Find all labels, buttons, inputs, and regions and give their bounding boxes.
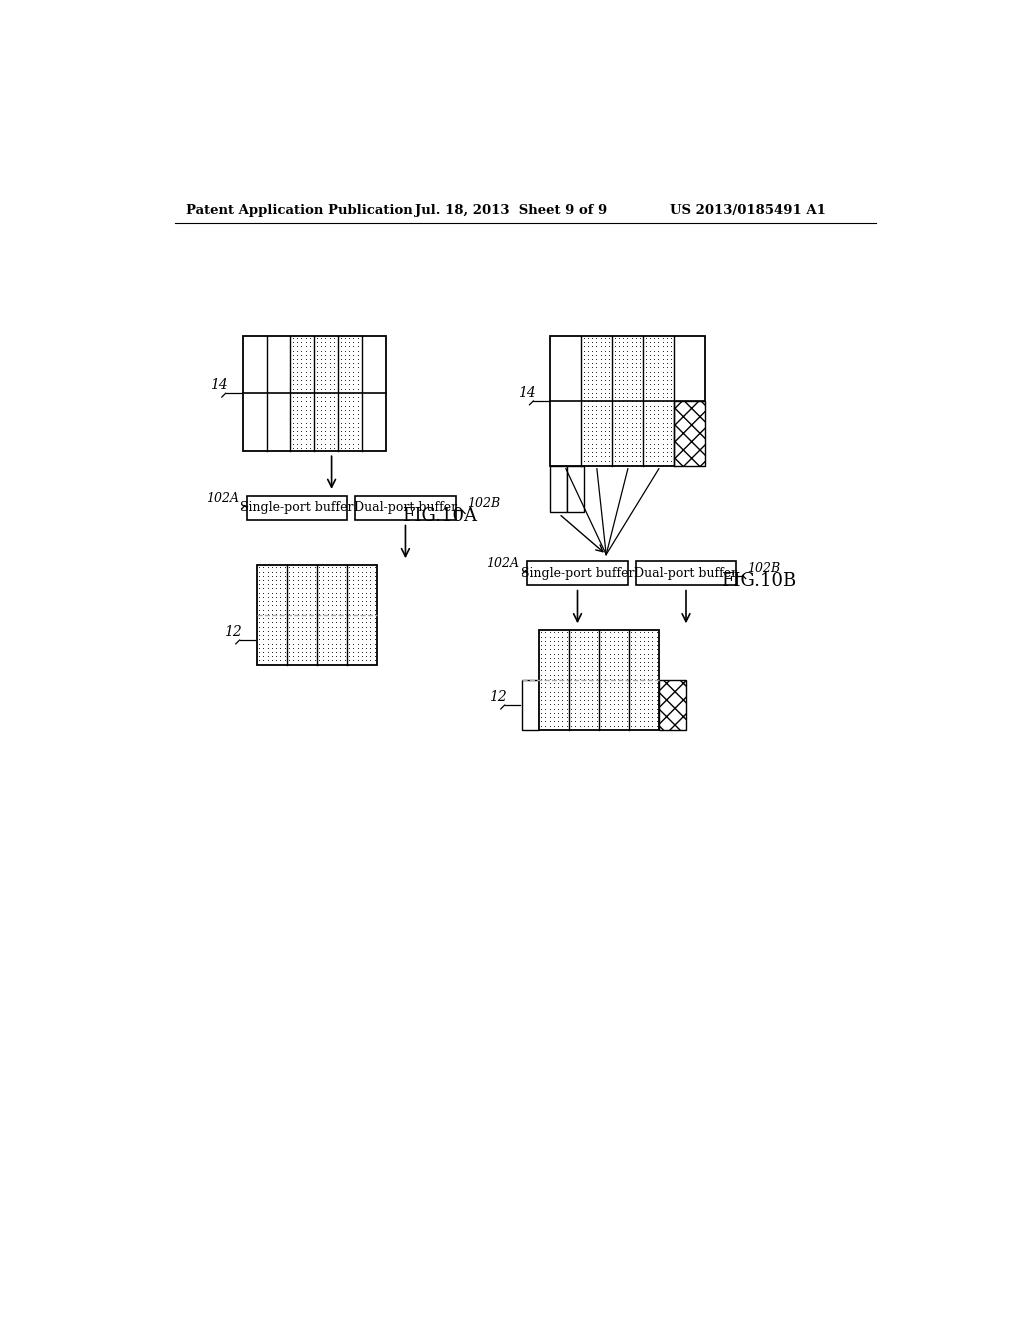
Text: US 2013/0185491 A1: US 2013/0185491 A1 (671, 205, 826, 218)
Text: 102B: 102B (748, 562, 780, 574)
Bar (527, 561, 628, 585)
Bar (675, 401, 706, 466)
Bar (550, 466, 567, 512)
Bar (550, 335, 706, 466)
Text: 12: 12 (489, 690, 507, 705)
Text: 102A: 102A (206, 492, 239, 504)
Text: 14: 14 (518, 387, 536, 400)
Text: Jul. 18, 2013  Sheet 9 of 9: Jul. 18, 2013 Sheet 9 of 9 (415, 205, 607, 218)
Bar (521, 680, 539, 730)
Bar (355, 496, 456, 520)
Text: Single-port buffer: Single-port buffer (241, 502, 353, 515)
Text: Dual-port buffer: Dual-port buffer (354, 502, 457, 515)
Text: Dual-port buffer: Dual-port buffer (635, 566, 737, 579)
Text: FIG.10B: FIG.10B (721, 572, 796, 590)
Bar (636, 561, 736, 585)
Bar (247, 496, 347, 520)
Text: 12: 12 (224, 626, 242, 639)
Text: 14: 14 (210, 379, 228, 392)
Text: 102A: 102A (486, 557, 519, 570)
Text: Patent Application Publication: Patent Application Publication (186, 205, 413, 218)
Bar (567, 466, 585, 512)
Bar (243, 335, 386, 451)
Text: Single-port buffer: Single-port buffer (521, 566, 634, 579)
Text: 102B: 102B (467, 496, 500, 510)
Bar (257, 565, 377, 665)
Bar (658, 680, 686, 730)
Text: FIG.10A: FIG.10A (401, 507, 476, 524)
Bar (539, 630, 658, 730)
